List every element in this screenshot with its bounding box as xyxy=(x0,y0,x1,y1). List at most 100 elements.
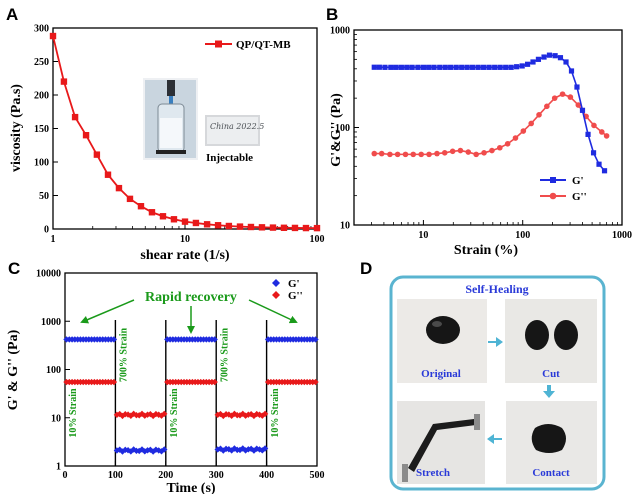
arrow-down-icon xyxy=(543,385,555,398)
b-g1-point xyxy=(497,64,503,70)
a-data-point xyxy=(225,222,233,230)
a-data-point xyxy=(269,224,277,231)
c-data-point xyxy=(110,378,118,386)
label-original: Original xyxy=(421,368,461,380)
b-xtick-label: 1000 xyxy=(612,230,632,241)
chart-a-ylabel: viscosity (Pa.s) xyxy=(9,84,24,172)
b-g1-point xyxy=(546,52,553,58)
rapid-recovery-annotation: Rapid recovery xyxy=(145,290,237,305)
a-data-point xyxy=(170,216,178,223)
arrow-right-icon xyxy=(488,337,503,347)
legend-label-qpqt: QP/QT-MB xyxy=(236,39,291,51)
a-data-point xyxy=(192,219,200,227)
c-data-point xyxy=(220,447,227,454)
b-g2-point xyxy=(504,141,511,147)
b-g2-point xyxy=(402,151,409,158)
b-g2-point xyxy=(371,150,378,157)
b-g2-point xyxy=(599,129,605,135)
b-g2-point xyxy=(544,103,550,110)
a-data-point xyxy=(302,224,310,232)
b-g2-point xyxy=(394,151,401,158)
c-data-point xyxy=(138,410,146,418)
a-xtick-label: 1 xyxy=(51,234,56,245)
b-g1-point xyxy=(574,84,580,90)
b-g1-point xyxy=(437,64,443,70)
a-data-point xyxy=(247,223,255,231)
b-g1-point xyxy=(453,64,459,70)
b-g1-point xyxy=(530,59,536,65)
chart-a-xlabel: shear rate (1/s) xyxy=(140,248,229,263)
photo-cut xyxy=(505,299,597,383)
a-data-point xyxy=(71,113,79,121)
b-g1-point xyxy=(585,131,591,137)
b-g2-point xyxy=(441,150,448,156)
c-data-point xyxy=(220,412,227,420)
c-data-point xyxy=(155,447,162,454)
a-data-point xyxy=(214,222,222,229)
c-ytick-label: 1000 xyxy=(41,317,61,328)
panel-letter-a: A xyxy=(6,5,18,24)
viscosity-chart: 1 10 100 0 50 100 150 200 250 300 shear rate (1/s… xyxy=(9,24,325,264)
c-ytick-label: 1 xyxy=(56,462,61,473)
b-g2-point xyxy=(536,111,542,118)
c-xtick-label: 200 xyxy=(158,470,173,481)
a-data-point xyxy=(60,78,68,85)
a-ytick-label: 250 xyxy=(34,57,49,68)
b-g1-point xyxy=(601,168,608,174)
arrow-left-icon xyxy=(487,434,502,444)
a-ytick-label: 200 xyxy=(34,91,49,102)
panel-letter-b: B xyxy=(326,5,338,24)
b-g1-point xyxy=(404,64,410,70)
a-data-point xyxy=(159,213,167,220)
b-g1-point xyxy=(481,64,487,70)
a-data-point xyxy=(313,224,321,232)
c-data-point xyxy=(116,446,123,453)
b-g2-point xyxy=(520,128,527,134)
legend-label-g1: G' xyxy=(572,175,584,187)
b-g2-point xyxy=(418,151,424,158)
b-g1-point xyxy=(409,64,415,70)
a-data-point xyxy=(93,151,101,158)
b-g1-point xyxy=(393,64,399,70)
b-g1-point xyxy=(590,150,597,156)
c-ytick-label: 100 xyxy=(46,365,61,376)
a-ytick-label: 0 xyxy=(44,225,49,236)
b-g2-point xyxy=(473,151,479,158)
a-ytick-label: 50 xyxy=(39,191,49,202)
chart-b-legend: G' G'' xyxy=(540,175,587,203)
a-xtick-label: 10 xyxy=(180,234,190,245)
c-data-point xyxy=(161,446,168,453)
c-data-point xyxy=(312,336,319,343)
b-g2-point xyxy=(591,122,597,129)
b-g1-point xyxy=(514,64,520,70)
b-g2-point xyxy=(387,151,393,158)
inset-caption: Injectable xyxy=(206,152,253,164)
c-data-point xyxy=(211,378,218,386)
b-g1-point xyxy=(398,64,404,70)
chart-b-xlabel: Strain (%) xyxy=(454,243,519,258)
c-data-point xyxy=(155,411,162,418)
legend-label-c-g1: G' xyxy=(288,278,300,290)
panel-letter-c: C xyxy=(8,259,20,278)
b-g2-point xyxy=(457,147,464,154)
b-ytick-label: 10 xyxy=(340,221,350,232)
b-g1-point xyxy=(492,64,498,70)
inset-photo-writing: China 2022.5 xyxy=(205,115,264,146)
c-xtick-label: 300 xyxy=(209,470,224,481)
b-g1-point xyxy=(524,61,531,67)
b-g1-point xyxy=(382,64,388,70)
recovery-arrow-left xyxy=(80,299,135,324)
b-xtick-label: 10 xyxy=(418,230,428,241)
b-g1-point xyxy=(442,64,448,70)
self-healing-title: Self-Healing xyxy=(465,282,528,296)
b-g1-point xyxy=(568,68,575,74)
recovery-chart: 0 100 200 300 400 500 1 10 100 1000 10000 10% Stra… xyxy=(6,269,325,494)
b-g1-point xyxy=(388,64,394,70)
b-g1-point xyxy=(596,161,602,167)
b-g2-point xyxy=(378,150,385,157)
legend-marker-g2 xyxy=(549,192,557,200)
c-xtick-label: 400 xyxy=(259,470,274,481)
b-g1-point xyxy=(371,64,377,70)
photo-contact xyxy=(506,401,597,484)
